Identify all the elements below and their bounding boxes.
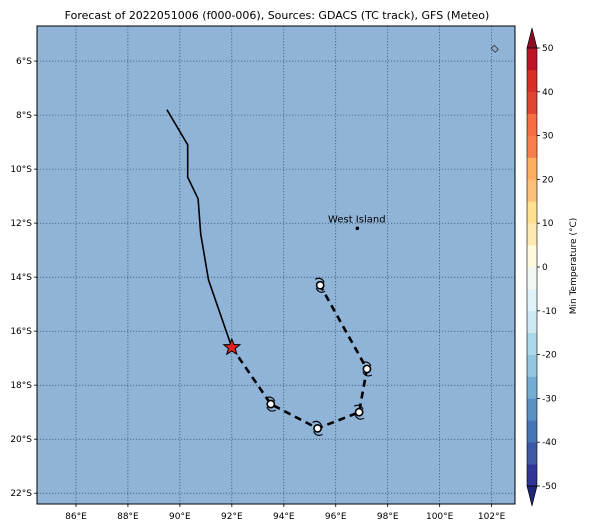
colorbar-under-arrow bbox=[526, 485, 538, 507]
y-tick-label: 14°S bbox=[10, 273, 32, 283]
colorbar-tick-label: -40 bbox=[542, 438, 557, 448]
colorbar-tick-label: -50 bbox=[542, 482, 557, 492]
colorbar-over-arrow bbox=[526, 27, 538, 49]
longitude-ticks: 86°E 88°E 90°E 92°E 94°E 96°E 98°E 100°E 102°E bbox=[65, 504, 506, 522]
place-marker: West Island bbox=[328, 214, 386, 231]
west-island-label: West Island bbox=[328, 214, 386, 225]
small-island-outline bbox=[490, 44, 499, 53]
colorbar-label: Min Temperature (°C) bbox=[569, 218, 579, 315]
x-tick-label: 88°E bbox=[117, 512, 139, 522]
tropical-storm-symbol bbox=[314, 277, 326, 293]
colorbar-ticks: 50 40 30 20 10 0 -10 -20 -30 -40 -50 bbox=[537, 44, 557, 492]
y-tick-label: 12°S bbox=[10, 219, 32, 229]
colorbar-segment bbox=[527, 48, 537, 71]
map-panel: 86°E 88°E 90°E 92°E 94°E 96°E 98°E 100°E 102°E 6… bbox=[10, 25, 516, 522]
y-tick-label: 6°S bbox=[16, 57, 32, 67]
colorbar-tick-label: -20 bbox=[542, 351, 557, 361]
colorbar-tick-label: 20 bbox=[542, 175, 554, 185]
y-tick-label: 18°S bbox=[10, 381, 32, 391]
colorbar-segment bbox=[527, 332, 537, 355]
y-tick-label: 20°S bbox=[10, 435, 32, 445]
y-tick-label: 22°S bbox=[10, 489, 32, 499]
colorbar-segment bbox=[527, 354, 537, 377]
tropical-storm-symbol bbox=[353, 404, 365, 420]
colorbar-tick-label: 10 bbox=[542, 219, 554, 229]
x-tick-label: 90°E bbox=[169, 512, 191, 522]
tropical-storm-symbol bbox=[265, 396, 277, 412]
colorbar-tick-label: 50 bbox=[542, 44, 554, 54]
west-island-dot bbox=[355, 226, 360, 231]
colorbar-segment bbox=[527, 201, 537, 224]
map-title: Forecast of 2022051006 (f000-006), Sourc… bbox=[65, 9, 490, 22]
colorbar-segment bbox=[527, 267, 537, 290]
colorbar-segment bbox=[527, 179, 537, 202]
colorbar-tick-label: -10 bbox=[542, 307, 557, 317]
colorbar-segment bbox=[527, 398, 537, 421]
x-tick-label: 102°E bbox=[478, 512, 506, 522]
x-tick-label: 96°E bbox=[325, 512, 347, 522]
past-track-line bbox=[166, 109, 233, 348]
colorbar-tick-label: -30 bbox=[542, 394, 557, 404]
colorbar-tick-label: 0 bbox=[542, 263, 548, 273]
colorbar-tick-label: 40 bbox=[542, 88, 554, 98]
colorbar-segment bbox=[527, 223, 537, 246]
latitude-ticks: 6°S 8°S 10°S 12°S 14°S 16°S 18°S 20°S 22°S bbox=[10, 57, 37, 499]
colorbar-segment bbox=[527, 420, 537, 443]
tropical-storm-symbol bbox=[361, 361, 373, 377]
colorbar-segment bbox=[527, 157, 537, 180]
colorbar-segment bbox=[527, 69, 537, 93]
tropical-storm-symbol bbox=[312, 420, 323, 436]
x-tick-label: 98°E bbox=[377, 512, 399, 522]
y-tick-label: 8°S bbox=[16, 111, 32, 121]
colorbar-segments bbox=[526, 27, 538, 507]
x-tick-label: 92°E bbox=[221, 512, 243, 522]
y-tick-label: 10°S bbox=[10, 165, 32, 175]
x-tick-label: 94°E bbox=[273, 512, 295, 522]
y-tick-label: 16°S bbox=[10, 327, 32, 337]
colorbar: 50 40 30 20 10 0 -10 -20 -30 -40 -50 Min Temperatu… bbox=[526, 27, 579, 507]
cyclone-tracks bbox=[166, 109, 369, 430]
colorbar-tick-label: 30 bbox=[542, 132, 554, 142]
colorbar-segment bbox=[527, 91, 537, 114]
cyclone-markers bbox=[222, 277, 373, 436]
x-tick-label: 86°E bbox=[65, 512, 87, 522]
map-frame bbox=[36, 25, 516, 505]
colorbar-segment bbox=[527, 288, 537, 312]
colorbar-segment bbox=[527, 442, 537, 465]
colorbar-segment bbox=[527, 310, 537, 333]
colorbar-segment bbox=[527, 376, 537, 399]
x-tick-label: 100°E bbox=[426, 512, 454, 522]
colorbar-segment bbox=[527, 135, 537, 158]
colorbar-segment bbox=[527, 464, 537, 487]
ocean-background bbox=[37, 26, 515, 504]
current-position-star bbox=[222, 337, 242, 356]
colorbar-segment bbox=[527, 245, 537, 268]
colorbar-segment bbox=[527, 113, 537, 136]
